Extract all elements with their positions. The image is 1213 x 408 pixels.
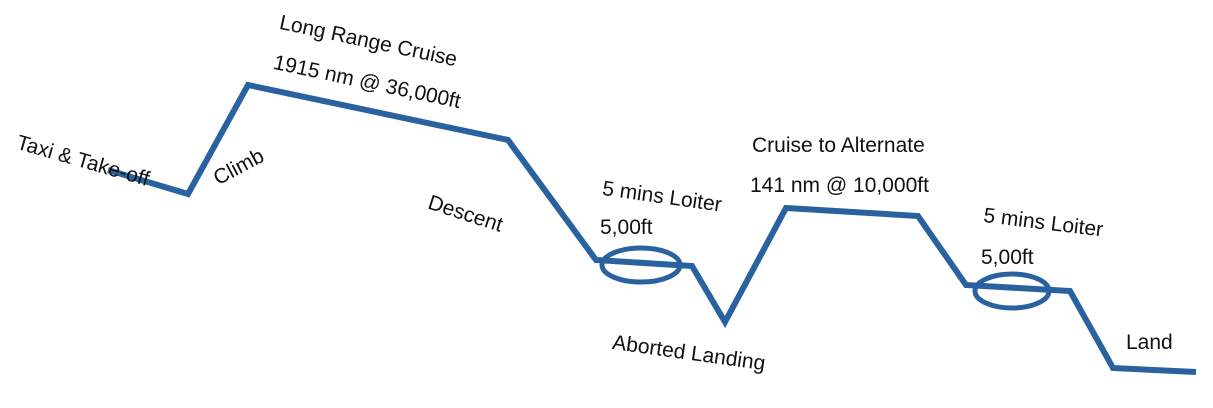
alternate-cruise-title-label: Cruise to Alternate: [752, 134, 925, 157]
loiter-hold-ellipse-1: [599, 245, 683, 285]
loiter-2-altitude-label: 5,00ft: [981, 246, 1034, 269]
alternate-cruise-detail-label: 141 nm @ 10,000ft: [750, 174, 929, 197]
loiter-hold-ellipse-2: [972, 271, 1052, 311]
land-label: Land: [1126, 331, 1173, 354]
loiter-1-altitude-label: 5,00ft: [600, 216, 653, 239]
flight-path-line: [107, 81, 1197, 375]
